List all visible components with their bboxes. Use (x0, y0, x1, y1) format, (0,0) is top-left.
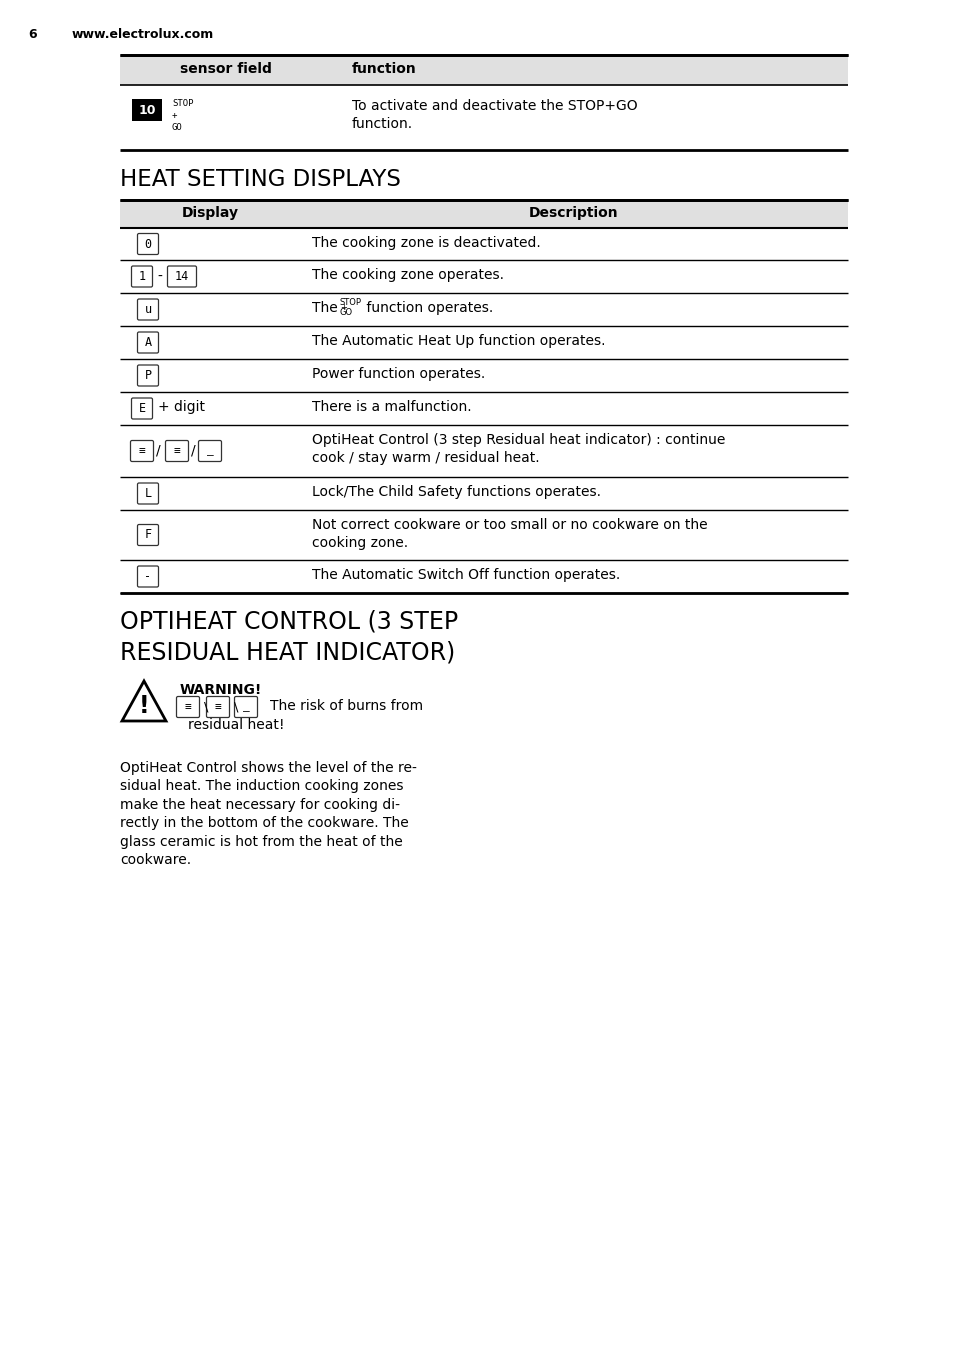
Text: sensor field: sensor field (180, 62, 272, 76)
FancyBboxPatch shape (132, 397, 152, 419)
Text: _: _ (207, 446, 213, 456)
Text: A: A (144, 337, 152, 349)
Text: STOP
+
GO: STOP + GO (172, 99, 193, 131)
Text: ≡: ≡ (214, 702, 221, 713)
Text: !: ! (138, 694, 150, 718)
Text: OptiHeat Control shows the level of the re-
sidual heat. The induction cooking z: OptiHeat Control shows the level of the … (120, 761, 416, 867)
Text: WARNING!: WARNING! (180, 683, 262, 698)
Text: + digit: + digit (158, 400, 205, 414)
FancyBboxPatch shape (165, 441, 189, 461)
Bar (132, 99, 162, 120)
Text: STOP: STOP (339, 297, 361, 307)
Text: /: / (155, 443, 160, 458)
Text: ≡: ≡ (173, 446, 180, 456)
Text: 14: 14 (174, 270, 189, 283)
Text: 0: 0 (144, 238, 152, 250)
FancyBboxPatch shape (131, 441, 153, 461)
Text: The cooking zone operates.: The cooking zone operates. (312, 268, 503, 283)
FancyBboxPatch shape (198, 441, 221, 461)
Text: L: L (144, 487, 152, 500)
Text: The risk of burns from: The risk of burns from (270, 699, 423, 713)
Text: The Automatic Heat Up function operates.: The Automatic Heat Up function operates. (312, 334, 605, 347)
Text: 6: 6 (28, 28, 36, 41)
Text: Not correct cookware or too small or no cookware on the
cooking zone.: Not correct cookware or too small or no … (312, 518, 707, 550)
Text: \: \ (204, 700, 208, 714)
Text: Lock/The Child Safety functions operates.: Lock/The Child Safety functions operates… (312, 485, 600, 499)
Text: GO: GO (339, 308, 353, 316)
Text: To activate and deactivate the STOP+GO
function.: To activate and deactivate the STOP+GO f… (352, 99, 637, 131)
Text: Description: Description (529, 206, 618, 220)
Text: The cooking zone is deactivated.: The cooking zone is deactivated. (312, 237, 540, 250)
Text: /: / (191, 443, 195, 458)
Text: ≡: ≡ (185, 702, 192, 713)
Text: 1: 1 (138, 270, 146, 283)
Text: HEAT SETTING DISPLAYS: HEAT SETTING DISPLAYS (120, 168, 400, 191)
Text: 10: 10 (138, 104, 155, 116)
Text: OptiHeat Control (3 step Residual heat indicator) : continue
cook / stay warm / : OptiHeat Control (3 step Residual heat i… (312, 433, 724, 465)
FancyBboxPatch shape (137, 333, 158, 353)
FancyBboxPatch shape (137, 483, 158, 504)
FancyBboxPatch shape (206, 696, 230, 718)
Text: The Automatic Switch Off function operates.: The Automatic Switch Off function operat… (312, 568, 619, 581)
Text: function operates.: function operates. (361, 301, 493, 315)
Text: P: P (144, 369, 152, 383)
Text: _: _ (242, 702, 249, 713)
Bar (120, 55, 847, 85)
Text: u: u (144, 303, 152, 316)
Text: www.electrolux.com: www.electrolux.com (71, 28, 214, 41)
Text: E: E (138, 402, 146, 415)
FancyBboxPatch shape (137, 234, 158, 254)
FancyBboxPatch shape (176, 696, 199, 718)
FancyBboxPatch shape (132, 266, 152, 287)
FancyBboxPatch shape (137, 525, 158, 545)
FancyBboxPatch shape (137, 566, 158, 587)
Bar (120, 200, 847, 228)
Text: The: The (312, 301, 342, 315)
FancyBboxPatch shape (137, 299, 158, 320)
Text: There is a malfunction.: There is a malfunction. (312, 400, 471, 414)
Text: OPTIHEAT CONTROL (3 STEP
RESIDUAL HEAT INDICATOR): OPTIHEAT CONTROL (3 STEP RESIDUAL HEAT I… (120, 608, 457, 665)
Text: ≡: ≡ (138, 446, 145, 456)
Text: +: + (339, 303, 347, 312)
Text: \: \ (233, 700, 238, 714)
Text: function: function (352, 62, 416, 76)
FancyBboxPatch shape (137, 365, 158, 387)
FancyBboxPatch shape (234, 696, 257, 718)
Text: Power function operates.: Power function operates. (312, 366, 485, 381)
Text: -: - (144, 571, 152, 583)
Text: Display: Display (181, 206, 238, 220)
Text: -: - (157, 269, 162, 284)
FancyBboxPatch shape (168, 266, 196, 287)
Text: F: F (144, 529, 152, 542)
Text: residual heat!: residual heat! (188, 718, 284, 731)
